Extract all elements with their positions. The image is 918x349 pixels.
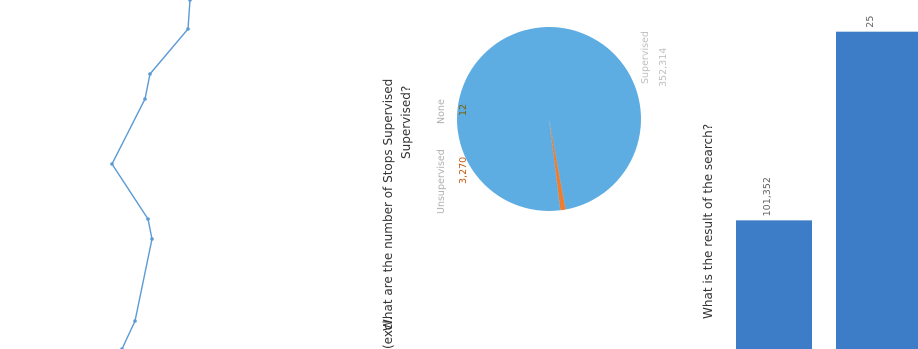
line-point — [120, 347, 124, 349]
bar-title: What is the result of the search? — [701, 124, 715, 319]
bar-value-label: 25 — [865, 16, 876, 28]
pie-label-unsupervised: Unsupervised — [436, 149, 447, 214]
line-series — [111, 0, 191, 349]
line-point — [146, 217, 150, 221]
line-point — [150, 237, 154, 241]
pie-slice-unsupervised — [549, 119, 566, 211]
pie-slice-supervised — [457, 27, 641, 211]
pie-slice-none — [549, 119, 561, 211]
line-points — [110, 0, 192, 349]
line-point — [186, 27, 190, 31]
line-point — [188, 0, 192, 2]
bar-series: 101,352 25 — [736, 16, 918, 349]
pie-chart — [457, 27, 641, 211]
line-point — [133, 319, 137, 323]
line-point — [143, 97, 147, 101]
pie-title-line2: Supervised? — [399, 86, 413, 159]
pie-value-none: 12 — [458, 104, 469, 116]
pie-title-line1: What are the number of Stops Supervised — [381, 79, 395, 331]
pie-title-fragment: (excl. — [381, 317, 395, 349]
pie-value-unsupervised: 3,270 — [458, 157, 469, 184]
pie-value-supervised: 352,314 — [658, 48, 669, 87]
pie-label-none: None — [436, 99, 447, 124]
line-point — [148, 72, 152, 76]
line-point — [110, 162, 114, 166]
bar-value-label: 101,352 — [762, 177, 773, 216]
bar — [836, 31, 918, 349]
pie-label-supervised: Supervised — [640, 31, 651, 84]
bar — [736, 220, 812, 349]
